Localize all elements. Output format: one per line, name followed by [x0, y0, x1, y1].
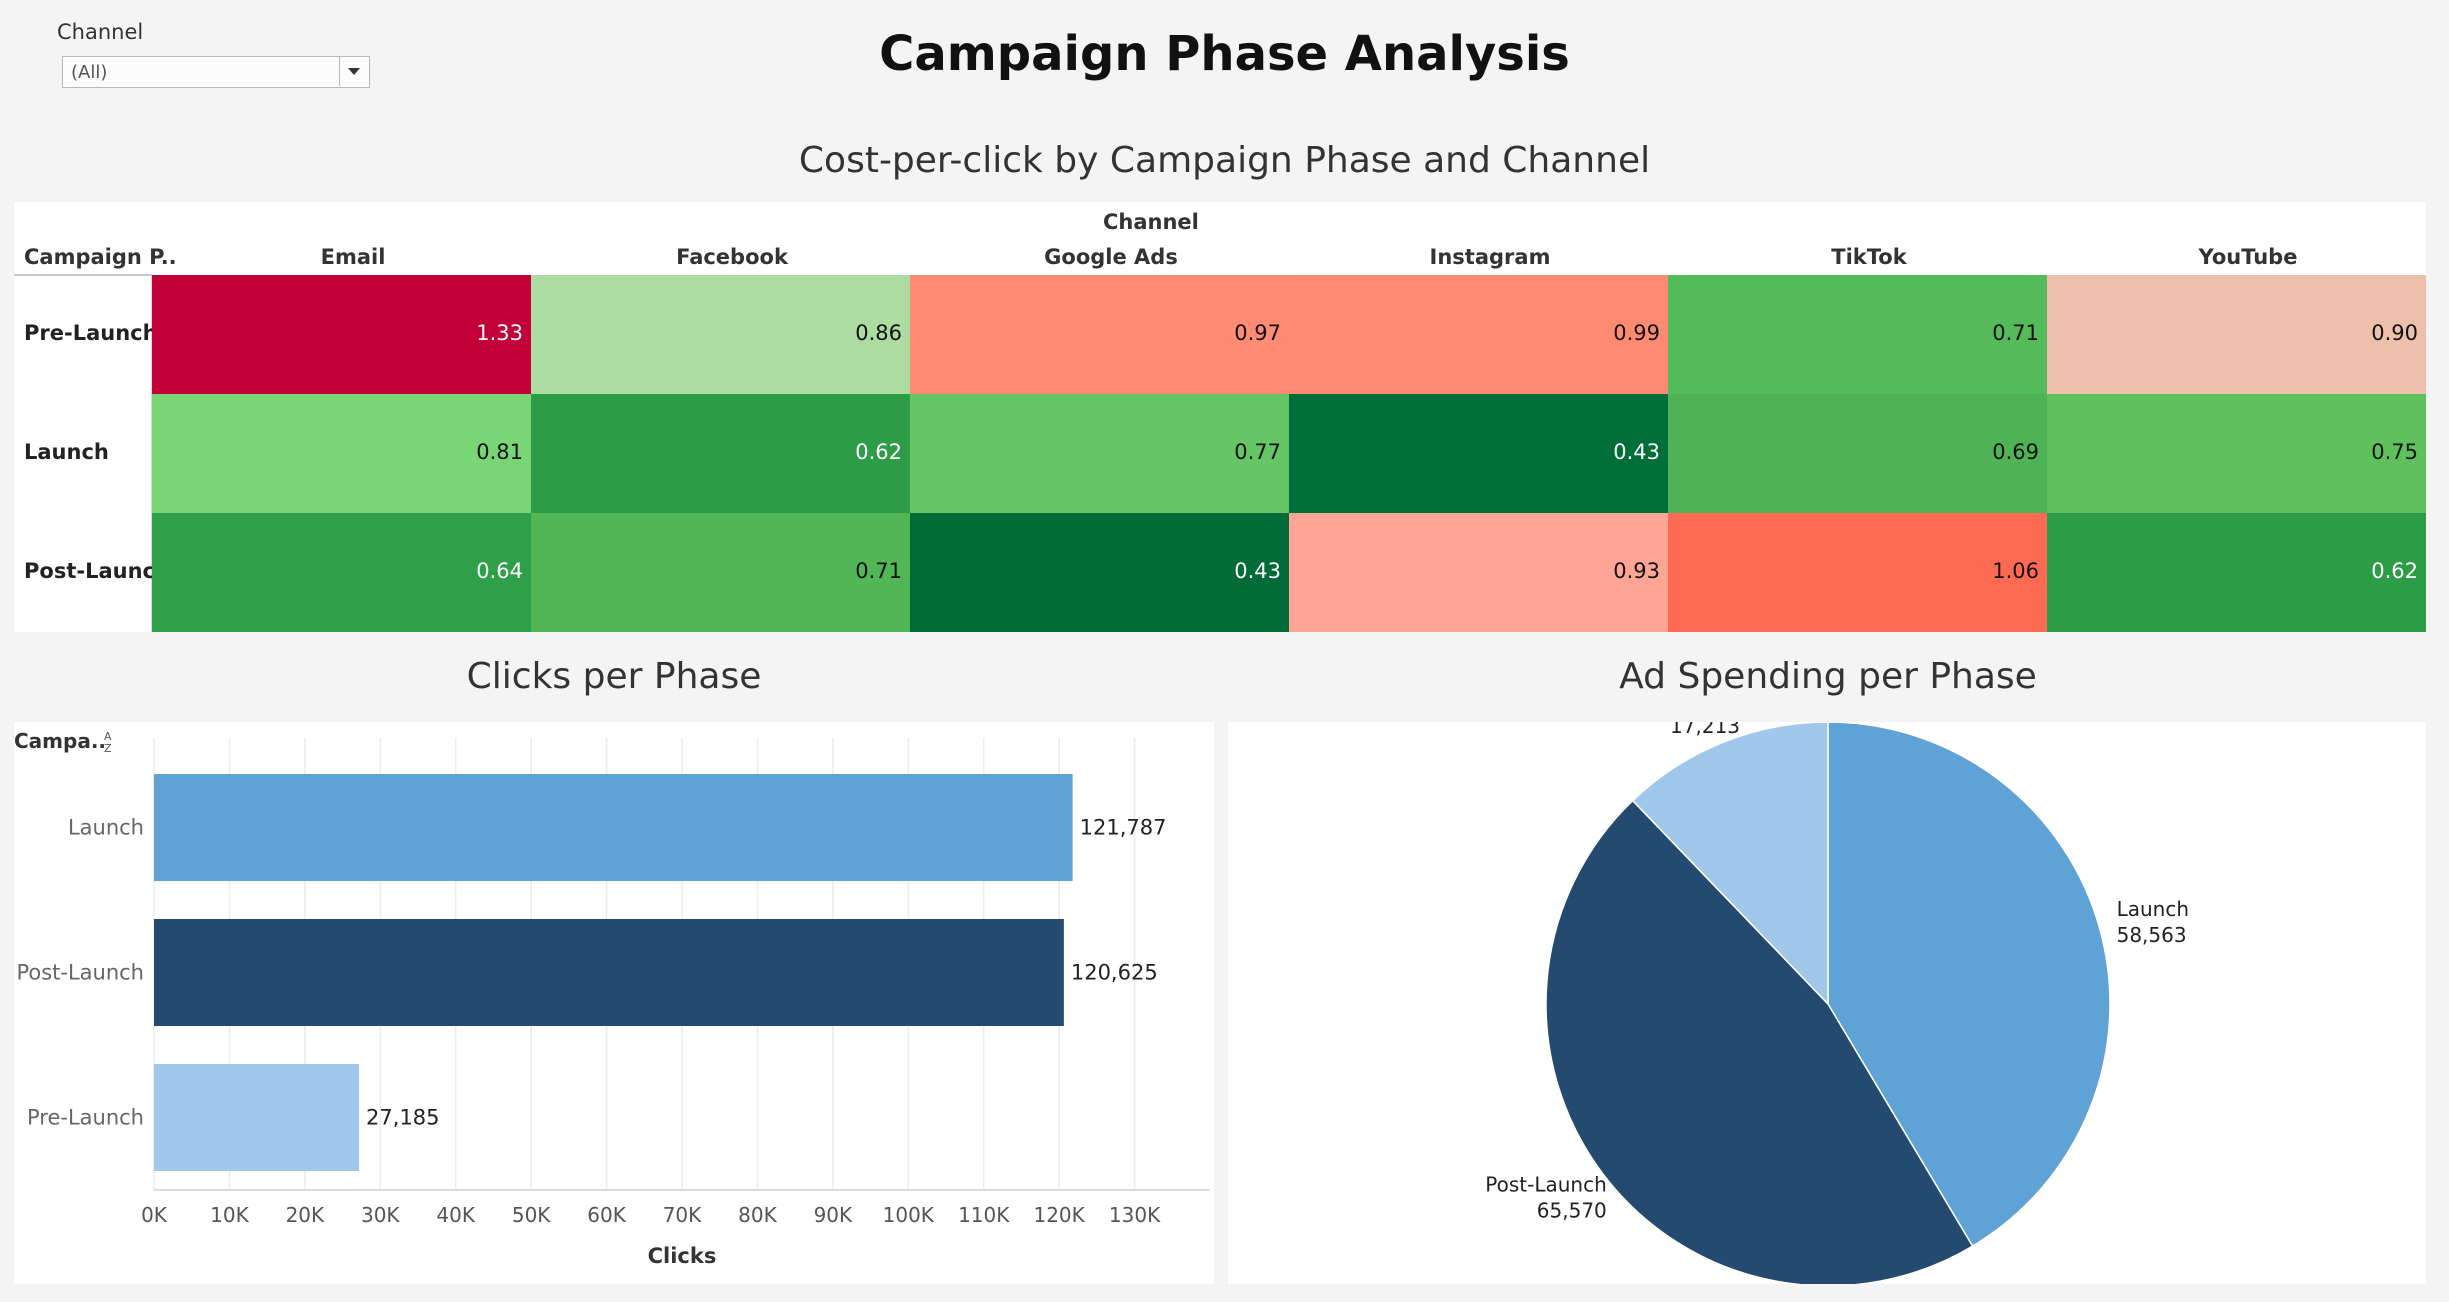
pie-slice: [1545, 799, 1974, 1284]
heatmap-cell-value: 0.77: [1234, 440, 1281, 464]
heatmap-cell-value: 0.71: [855, 559, 902, 583]
heatmap-cell[interactable]: 0.62: [2047, 513, 2426, 632]
heatmap-cell[interactable]: 0.43: [910, 513, 1289, 632]
heatmap-cell[interactable]: 0.86: [531, 275, 910, 394]
category-label: Launch: [68, 816, 144, 840]
bar-value-label: 120,625: [1071, 961, 1158, 985]
clicks-bar-chart[interactable]: 0K 10K 20K 30K 40K 50K 60K 70K 80K 90K 100K 110K 120…: [14, 722, 1214, 1284]
heatmap-row-header[interactable]: Campaign P..: [24, 245, 177, 269]
heatmap-cell-value: 0.71: [1992, 321, 2039, 345]
y-axis-header: Campa..: [14, 729, 106, 753]
x-tick-label: 50K: [512, 1203, 551, 1227]
heatmap-cell-value: 0.69: [1992, 440, 2039, 464]
heatmap-column-header: Channel: [1103, 210, 1199, 234]
channel-filter-dropdown[interactable]: (All): [62, 56, 370, 88]
sort-icon: Z: [104, 742, 112, 755]
bar-value-label: 27,185: [366, 1106, 439, 1130]
bar: [154, 774, 1073, 881]
channel-filter-label: Channel: [57, 20, 144, 44]
heatmap-cell-value: 0.86: [855, 321, 902, 345]
column-header-facebook[interactable]: Facebook: [676, 245, 788, 269]
column-header-youtube[interactable]: YouTube: [2198, 245, 2298, 269]
row-header-post-launch[interactable]: Post-Launch: [24, 559, 170, 583]
pie-slice: [1827, 722, 2111, 1248]
sort-icon: A: [104, 730, 112, 743]
heatmap-cell-value: 0.81: [476, 440, 523, 464]
category-label: Pre-Launch: [27, 1106, 144, 1130]
heatmap-cell-value: 0.62: [2371, 559, 2418, 583]
bar: [154, 1064, 360, 1171]
heatmap-cell[interactable]: 0.71: [531, 513, 910, 632]
row-header-launch[interactable]: Launch: [24, 440, 109, 464]
heatmap-cell[interactable]: 0.69: [1668, 394, 2047, 513]
pie-slice-value-label: 17,213: [1670, 722, 1740, 738]
pie-chart-svg: Launch58,563Post-Launch65,570Pre-Launch1…: [1485, 722, 2189, 1284]
heatmap-cell-value: 0.97: [1234, 321, 1281, 345]
heatmap-cell[interactable]: 0.43: [1289, 394, 1668, 513]
heatmap-cell[interactable]: 0.75: [2047, 394, 2426, 513]
heatmap-cell-value: 0.75: [2371, 440, 2418, 464]
dashboard-title: Campaign Phase Analysis: [879, 26, 1570, 82]
x-tick-label: 90K: [814, 1203, 853, 1227]
heatmap-cell-value: 0.43: [1613, 440, 1660, 464]
bar-chart-svg: 0K 10K 20K 30K 40K 50K 60K 70K 80K 90K 100K 110K 120…: [14, 729, 1210, 1268]
heatmap-cell[interactable]: 0.90: [2047, 275, 2426, 394]
heatmap-cell-value: 0.64: [476, 559, 523, 583]
column-header-google-ads[interactable]: Google Ads: [1044, 245, 1178, 269]
x-tick-label: 40K: [436, 1203, 475, 1227]
heatmap-cell[interactable]: 0.93: [1289, 513, 1668, 632]
x-tick-label: 80K: [738, 1203, 777, 1227]
pie-slice-name-label: Launch: [2117, 897, 2189, 921]
x-tick-label: 120K: [1033, 1203, 1085, 1227]
heatmap-cell-value: 0.99: [1613, 321, 1660, 345]
heatmap-cell[interactable]: 0.99: [1289, 275, 1668, 394]
heatmap-cell-value: 1.06: [1992, 559, 2039, 583]
x-tick-label: 110K: [958, 1203, 1010, 1227]
column-header-instagram[interactable]: Instagram: [1429, 245, 1551, 269]
row-header-pre-launch[interactable]: Pre-Launch: [24, 321, 158, 345]
heatmap-cell[interactable]: 0.64: [152, 513, 531, 632]
heatmap-cell-value: 1.33: [476, 321, 523, 345]
heatmap-cell[interactable]: 0.81: [152, 394, 531, 513]
heatmap-cell[interactable]: 1.33: [152, 275, 531, 394]
heatmap-cell[interactable]: 0.62: [531, 394, 910, 513]
x-tick-label: 70K: [663, 1203, 702, 1227]
pie-slice-value-label: 65,570: [1537, 1199, 1607, 1223]
x-tick-label: 0K: [141, 1203, 168, 1227]
bar-chart-title: Clicks per Phase: [466, 656, 762, 697]
bar-value-label: 121,787: [1080, 816, 1167, 840]
x-axis-title: Clicks: [648, 1244, 717, 1268]
channel-filter-value: (All): [71, 62, 108, 83]
heatmap-cell[interactable]: 0.71: [1668, 275, 2047, 394]
heatmap-title: Cost-per-click by Campaign Phase and Cha…: [798, 140, 1651, 181]
row-header-divider: [151, 275, 152, 632]
heatmap-cell-value: 0.93: [1613, 559, 1660, 583]
pie-slice-name-label: Post-Launch: [1485, 1173, 1606, 1197]
bar: [154, 919, 1064, 1026]
x-tick-label: 10K: [210, 1203, 249, 1227]
pie-slice-value-label: 58,563: [2117, 923, 2187, 947]
pie-slice: [1631, 722, 1829, 1006]
x-tick-label: 130K: [1109, 1203, 1161, 1227]
ad-spending-pie-chart[interactable]: Launch58,563Post-Launch65,570Pre-Launch1…: [1228, 722, 2426, 1284]
heatmap-cell-value: 0.90: [2371, 321, 2418, 345]
chevron-down-icon[interactable]: [339, 57, 369, 86]
x-tick-label: 20K: [286, 1203, 325, 1227]
column-header-tiktok[interactable]: TikTok: [1831, 245, 1907, 269]
header-divider: [14, 274, 152, 276]
heatmap-cell[interactable]: 1.06: [1668, 513, 2047, 632]
heatmap-cell[interactable]: 0.77: [910, 394, 1289, 513]
heatmap-cell-value: 0.62: [855, 440, 902, 464]
heatmap-cell[interactable]: 0.97: [910, 275, 1289, 394]
x-tick-label: 60K: [587, 1203, 626, 1227]
heatmap-cell-value: 0.43: [1234, 559, 1281, 583]
cpc-heatmap[interactable]: Channel Campaign P.. Email Facebook Goog…: [14, 202, 2426, 632]
column-header-email[interactable]: Email: [320, 245, 386, 269]
category-label: Post-Launch: [16, 961, 144, 985]
x-tick-label: 30K: [361, 1203, 400, 1227]
pie-chart-title: Ad Spending per Phase: [1619, 656, 2037, 697]
x-tick-label: 100K: [883, 1203, 935, 1227]
